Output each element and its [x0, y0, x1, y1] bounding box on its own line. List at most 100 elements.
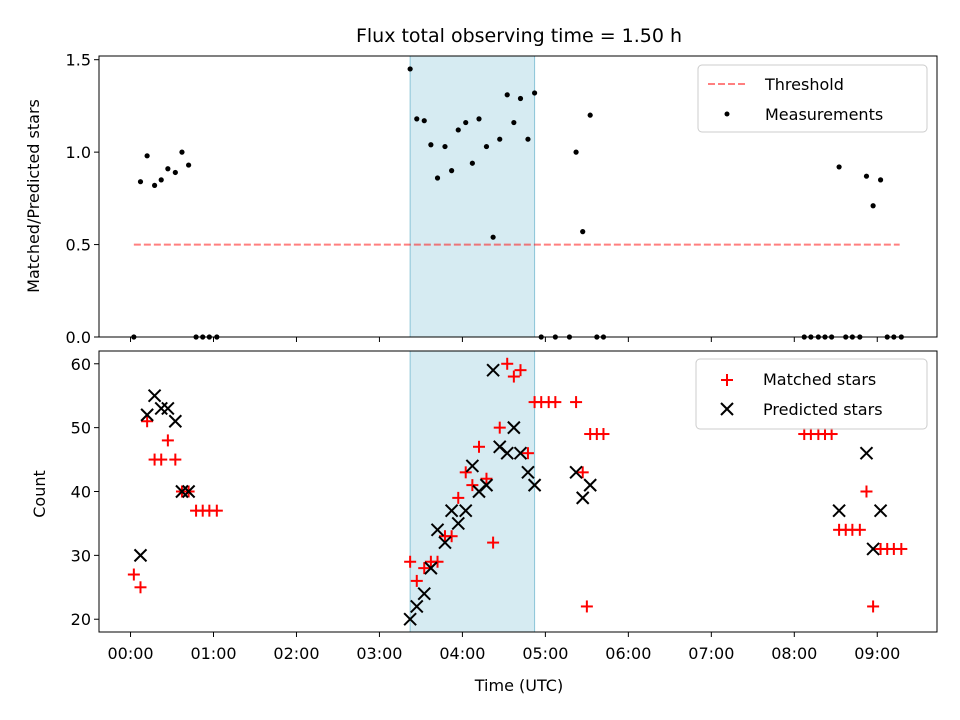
matched-star-point	[155, 453, 168, 466]
y-tick-label: 0.0	[66, 328, 91, 347]
predicted-star-point	[181, 484, 196, 499]
measurement-point	[469, 160, 475, 166]
measurement-point	[476, 116, 482, 122]
x-tick-label: 07:00	[688, 644, 734, 663]
predicted-star-point	[410, 599, 424, 614]
predicted-star-point	[133, 548, 148, 563]
x-tick-label: 09:00	[854, 644, 900, 663]
x-tick-label: 02:00	[273, 644, 319, 663]
measurement-point	[172, 169, 178, 176]
x-tick-label: 08:00	[771, 644, 817, 663]
measurement-point	[151, 182, 158, 189]
measurement-point	[449, 168, 455, 174]
measurement-point	[137, 179, 144, 185]
matched-star-point	[418, 562, 431, 575]
measurement-point	[587, 112, 593, 118]
highlight-span-bottom	[409, 350, 536, 633]
y-tick-label: 30	[71, 546, 91, 565]
matched-star-point	[501, 357, 514, 370]
top-plot-frame	[98, 55, 938, 338]
chart-title: Flux total observing time = 1.50 h	[356, 25, 682, 47]
measurement-point	[511, 119, 517, 126]
matched-star-point	[404, 555, 417, 568]
threshold-legend-label: Threshold	[764, 75, 844, 94]
predicted-star-point	[486, 363, 500, 377]
top-y-axis-label: Matched/Predicted stars	[24, 99, 43, 293]
y-tick-label: 60	[71, 355, 91, 374]
x-tick-label: 04:00	[439, 644, 485, 663]
count-panel: 20 30 40 50 60 00:00 01:00 02:00 03:00 04:00 05:00…	[30, 350, 938, 695]
measurement-point	[580, 229, 586, 235]
predicted-star-point	[161, 401, 175, 416]
measurement-point	[490, 234, 496, 240]
measurement-point	[525, 136, 531, 142]
matched-star-point	[576, 466, 589, 479]
measurement-point	[504, 92, 510, 98]
matched-star-point	[867, 600, 880, 613]
matched-star-point	[161, 434, 174, 447]
measurements-legend-label: Measurements	[765, 105, 883, 124]
bottom-axis-ticks: 20 30 40 50 60 00:00 01:00 02:00 03:00 04:00 05:00…	[71, 355, 901, 663]
matched-star-point	[466, 479, 479, 492]
predicted-star-point	[576, 491, 590, 505]
top-legend: Threshold Measurements	[697, 64, 928, 133]
measurement-point	[573, 149, 579, 155]
predicted-star-point	[479, 478, 494, 492]
predicted-star-point	[521, 465, 535, 480]
x-tick-label: 00:00	[107, 644, 153, 663]
matched-star-point	[445, 530, 458, 543]
predicted-star-point	[168, 414, 183, 428]
y-tick-label: 40	[71, 483, 91, 502]
measurement-point	[144, 153, 150, 159]
measurement-point	[497, 136, 503, 142]
measurement-point	[531, 90, 538, 96]
matched-star-point	[431, 555, 444, 568]
predicted-star-point	[154, 401, 168, 416]
matched-star-point	[514, 364, 527, 377]
predicted-star-point	[403, 612, 417, 626]
measurement-point	[463, 119, 469, 126]
matched-star-point	[410, 574, 423, 587]
predicted-star-point	[832, 503, 846, 518]
predicted-star-point	[866, 542, 880, 556]
measurement-point	[165, 166, 171, 172]
y-tick-label: 0.5	[66, 236, 91, 255]
predicted-star-point	[583, 478, 597, 492]
predicted-star-point	[147, 388, 162, 403]
predicted-star-point	[465, 459, 480, 473]
measurement-point	[442, 143, 448, 150]
predicted-star-point	[507, 420, 521, 435]
matched-star-point	[480, 472, 493, 485]
matched-star-point	[860, 485, 873, 498]
measurement-point	[877, 177, 884, 183]
predicted-star-point	[500, 446, 514, 460]
x-tick-label: 06:00	[605, 644, 651, 663]
predicted-star-point	[459, 503, 473, 518]
measurement-point	[428, 142, 434, 148]
measurement-point	[836, 164, 842, 170]
y-tick-label: 50	[71, 419, 91, 438]
top-legend-box	[697, 64, 928, 133]
predicted-star-point	[417, 586, 431, 601]
x-tick-label: 03:00	[356, 644, 402, 663]
matched-star-point	[452, 491, 465, 504]
measurement-point	[179, 149, 185, 155]
measurement-point	[186, 162, 192, 168]
predicted-stars-series	[133, 363, 888, 626]
bottom-y-axis-label: Count	[30, 470, 49, 518]
matched-star-point	[507, 370, 520, 383]
matched-star-point	[895, 542, 908, 555]
x-tick-label: 01:00	[190, 644, 236, 663]
measurement-point	[414, 116, 420, 122]
y-tick-label: 20	[71, 610, 91, 629]
predicted-star-point	[527, 478, 542, 492]
highlight-span-top	[409, 55, 536, 338]
matched-star-point	[521, 447, 534, 460]
measurement-point	[863, 173, 870, 179]
matched-star-point	[459, 466, 472, 479]
measurement-point	[434, 175, 441, 181]
y-tick-label: 1.5	[66, 51, 91, 70]
measurement-point	[517, 95, 524, 102]
matched-star-point	[473, 440, 486, 453]
